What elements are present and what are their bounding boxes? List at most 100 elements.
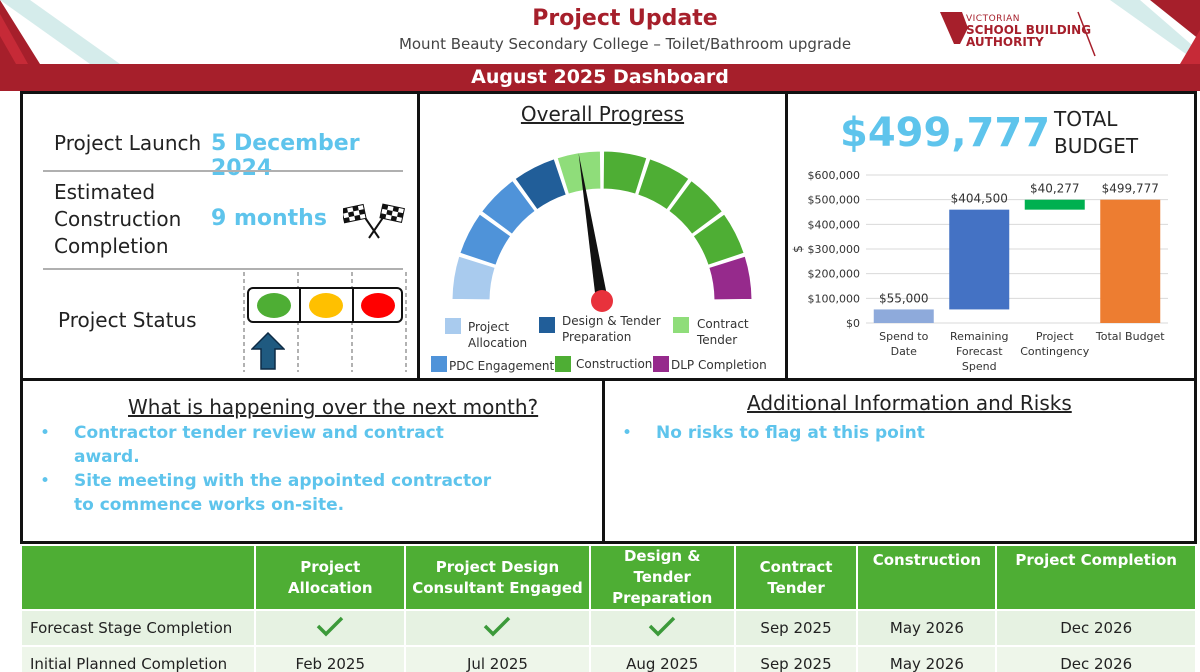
checkmark-icon bbox=[484, 616, 511, 637]
column-header: Construction bbox=[856, 544, 998, 611]
gauge-segment-construction bbox=[668, 179, 724, 235]
column-header bbox=[19, 544, 257, 611]
next-month-panel: What is happening over the next month? •… bbox=[20, 378, 605, 544]
legend-swatch-contract-tender bbox=[673, 317, 689, 333]
y-tick-label: $600,000 bbox=[808, 169, 861, 182]
traffic-light-status bbox=[247, 287, 403, 323]
dashboard-banner: August 2025 Dashboard bbox=[0, 64, 1200, 91]
bar-spend-to-date bbox=[873, 309, 934, 323]
legend-construction: Construction bbox=[576, 357, 653, 371]
list-item: • Contractor tender review and contract a… bbox=[40, 423, 444, 467]
list-item: • Site meeting with the appointed contrac… bbox=[40, 471, 492, 515]
legend-project-allocation: Project Allocation bbox=[468, 320, 528, 350]
divider bbox=[43, 268, 403, 270]
bar-remaining-forecast-spend bbox=[949, 209, 1010, 310]
y-axis-label: $ bbox=[791, 245, 805, 253]
legend-dlp-completion: DLP Completion bbox=[671, 358, 767, 372]
gauge-hub bbox=[591, 290, 613, 312]
y-tick-label: $400,000 bbox=[808, 218, 861, 231]
bar-total-budget bbox=[1100, 199, 1161, 323]
legend-swatch-pdc-engagement bbox=[431, 356, 447, 372]
status-light-green bbox=[257, 293, 291, 318]
column-header: Project Allocation bbox=[254, 544, 407, 611]
table-cell: May 2026 bbox=[856, 609, 998, 647]
gauge-segment-contract-tender bbox=[556, 150, 602, 195]
list-item: • No risks to flag at this point bbox=[622, 423, 925, 443]
x-tick-label: Project Contingency bbox=[1020, 330, 1089, 358]
risks-list: • No risks to flag at this point bbox=[622, 421, 1162, 445]
overall-progress-panel: Overall Progress Project Allocation Desig… bbox=[417, 91, 788, 381]
column-header: Project Design Consultant Engaged bbox=[404, 544, 591, 611]
y-tick-label: $500,000 bbox=[808, 194, 861, 207]
budget-waterfall-chart: $0 $100,000 $200,000 $300,000 $400,000 $500,0… bbox=[791, 169, 1168, 373]
legend-design-tender: Design & Tender Preparation bbox=[562, 314, 661, 344]
project-launch-value: 5 December 2024 bbox=[211, 131, 360, 181]
project-status-label: Project Status bbox=[58, 308, 197, 332]
gauge-segment-dlp-completion bbox=[708, 255, 753, 301]
divider bbox=[43, 170, 403, 172]
column-header: Design & Tender Preparation bbox=[588, 544, 736, 611]
up-arrow-icon bbox=[251, 332, 285, 370]
gauge-segment-design-tender-preparation bbox=[514, 158, 567, 211]
table-cell: Dec 2026 bbox=[995, 645, 1197, 672]
table-cell: May 2026 bbox=[856, 645, 998, 672]
column-header: Project Completion bbox=[995, 544, 1197, 611]
stage-timeline-table: Project Allocation Project Design Consul… bbox=[19, 544, 1197, 672]
table-cell: Sep 2025 bbox=[733, 645, 859, 672]
gauge-segment-project-allocation bbox=[451, 255, 496, 301]
project-launch-label: Project Launch bbox=[54, 131, 202, 155]
page-subtitle: Mount Beauty Secondary College – Toilet/… bbox=[398, 35, 852, 53]
vsba-logo: VICTORIAN SCHOOL BUILDING AUTHORITY bbox=[940, 10, 1100, 58]
gauge-needle bbox=[578, 152, 608, 302]
legend-pdc-engagement: PDC Engagement bbox=[449, 359, 555, 373]
checkmark-icon bbox=[648, 616, 676, 637]
table-row: Initial Planned Completion Feb 2025 Jul … bbox=[19, 645, 1197, 672]
table-cell: Dec 2026 bbox=[995, 609, 1197, 647]
estimated-completion-label: Estimated Construction Completion bbox=[54, 180, 182, 258]
table-row: Forecast Stage Completion Sep 2025 May 2… bbox=[19, 609, 1197, 647]
gauge-segment-construction bbox=[692, 213, 745, 266]
status-light-red bbox=[361, 293, 395, 318]
y-tick-label: $100,000 bbox=[808, 292, 861, 305]
legend-contract-tender: Contract Tender bbox=[697, 317, 749, 347]
risks-title: Additional Information and Risks bbox=[747, 391, 1072, 415]
header-decoration-left bbox=[0, 0, 120, 64]
table-cell: Aug 2025 bbox=[588, 645, 736, 672]
bar-project-contingency bbox=[1024, 199, 1085, 210]
x-tick-label: Remaining Forecast Spend bbox=[950, 330, 1008, 373]
table-cell bbox=[254, 609, 407, 647]
budget-panel: $499,777 TOTAL BUDGET $0 $100,000 $200,000… bbox=[785, 91, 1197, 381]
x-tick-label: Spend to Date bbox=[879, 330, 928, 358]
data-label: $40,277 bbox=[1030, 182, 1080, 196]
y-tick-label: $300,000 bbox=[808, 243, 861, 256]
total-budget-label: TOTAL BUDGET bbox=[1054, 107, 1139, 158]
legend-swatch-project-allocation bbox=[445, 318, 461, 334]
gauge-segment-pdc-engagement bbox=[459, 213, 512, 266]
progress-gauge bbox=[451, 150, 753, 312]
row-label: Forecast Stage Completion bbox=[19, 609, 257, 647]
next-month-title: What is happening over the next month? bbox=[128, 395, 539, 419]
risks-panel: Additional Information and Risks • No ris… bbox=[602, 378, 1197, 544]
x-tick-label: Total Budget bbox=[1095, 330, 1165, 343]
gauge-segment-construction bbox=[602, 150, 648, 195]
page-header: Project Update Mount Beauty Secondary Co… bbox=[0, 0, 1200, 64]
status-light-amber bbox=[309, 293, 343, 318]
next-month-list: • Contractor tender review and contract a… bbox=[40, 421, 510, 517]
total-budget-value: $499,777 bbox=[840, 110, 1051, 156]
checkmark-icon bbox=[317, 616, 344, 637]
row-label: Initial Planned Completion bbox=[19, 645, 257, 672]
data-label: $55,000 bbox=[879, 291, 929, 305]
light-divider bbox=[299, 289, 301, 321]
header-decoration-right bbox=[1110, 0, 1200, 64]
table-cell: Sep 2025 bbox=[733, 609, 859, 647]
y-tick-label: $0 bbox=[846, 317, 860, 330]
y-tick-label: $200,000 bbox=[808, 268, 861, 281]
legend-swatch-design-tender bbox=[539, 317, 555, 333]
overall-progress-title: Overall Progress bbox=[520, 102, 685, 126]
data-label: $499,777 bbox=[1102, 182, 1159, 196]
table-cell: Jul 2025 bbox=[404, 645, 591, 672]
legend-swatch-construction bbox=[555, 356, 571, 372]
gauge-segment-pdc-engagement bbox=[480, 179, 536, 235]
chequered-flags-icon bbox=[343, 203, 405, 239]
light-divider bbox=[352, 289, 354, 321]
